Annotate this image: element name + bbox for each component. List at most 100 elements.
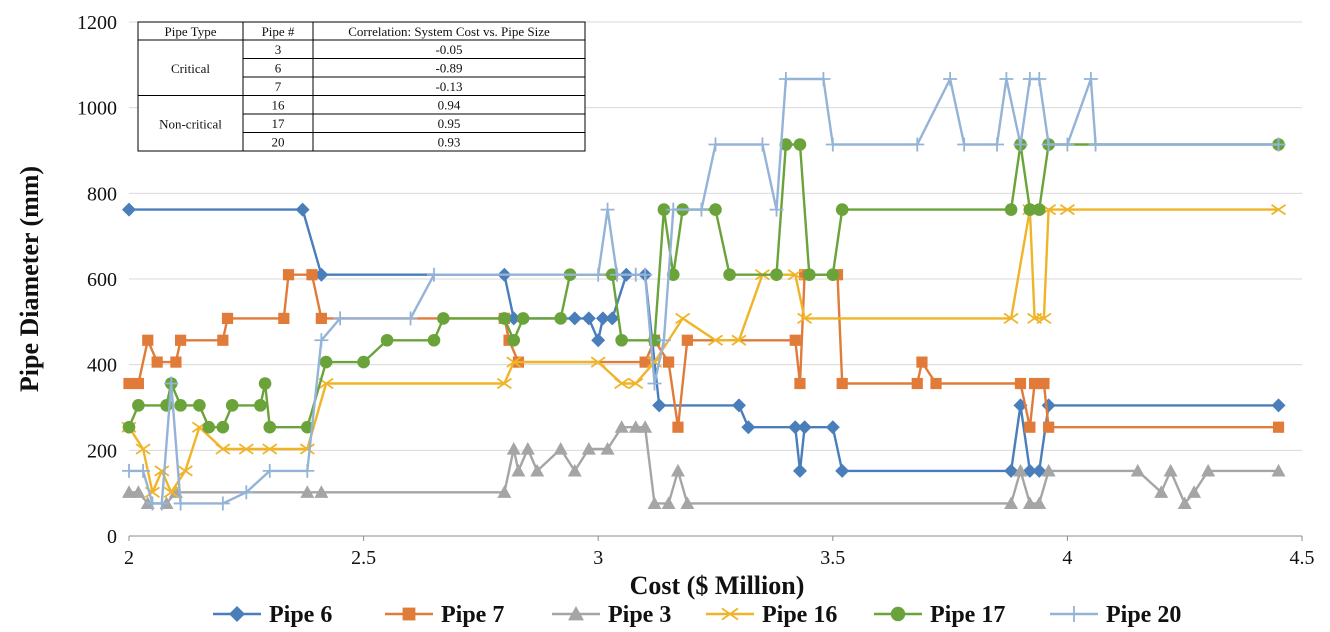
data-point-pipe-17: [1023, 203, 1037, 216]
legend-marker: [890, 606, 906, 622]
data-point-pipe-3: [1201, 463, 1216, 477]
legend-marker: [721, 607, 739, 621]
legend-label: Pipe 17: [930, 602, 1005, 628]
table-correlation: -0.89: [435, 61, 462, 76]
data-point-pipe-17: [380, 333, 394, 347]
data-point-pipe-16: [177, 465, 193, 477]
data-point-pipe-20: [1041, 137, 1056, 152]
data-point-pipe-17: [803, 268, 816, 282]
data-point-pipe-7: [315, 312, 327, 325]
data-point-pipe-7: [1014, 377, 1027, 390]
table-correlation: 0.93: [438, 135, 461, 150]
data-point-pipe-3: [1271, 463, 1286, 477]
data-point-pipe-3: [1130, 463, 1145, 477]
data-point-pipe-20: [1013, 137, 1028, 152]
data-point-pipe-3: [1163, 463, 1178, 477]
legend-marker: [1066, 606, 1082, 622]
legend-label: Pipe 20: [1106, 602, 1181, 628]
data-point-pipe-7: [1043, 421, 1055, 433]
y-tick-label: 1200: [77, 12, 117, 34]
data-point-pipe-17: [254, 399, 267, 412]
data-point-pipe-20: [1060, 137, 1075, 152]
data-point-pipe-20: [999, 71, 1014, 86]
data-point-pipe-6: [797, 420, 812, 435]
data-point-pipe-16: [707, 334, 724, 346]
data-point-pipe-3: [553, 442, 568, 455]
data-point-pipe-16: [590, 356, 606, 368]
data-point-pipe-16: [215, 443, 231, 455]
series-line-pipe-3: [129, 426, 1279, 505]
x-tick-label: 4: [1062, 547, 1072, 569]
data-point-pipe-7: [282, 269, 295, 281]
data-point-pipe-6: [1271, 398, 1286, 413]
data-point-pipe-3: [1004, 496, 1019, 510]
data-point-pipe-20: [609, 267, 624, 282]
series-pipe-20: [122, 71, 1286, 511]
x-axis-title: Cost ($ Million): [630, 571, 805, 600]
data-point-pipe-20: [666, 202, 681, 217]
data-point-pipe-17: [263, 420, 277, 434]
data-point-pipe-7: [1272, 421, 1285, 433]
data-point-pipe-17: [225, 399, 239, 412]
data-point-pipe-6: [295, 202, 310, 217]
data-point-pipe-6: [595, 311, 610, 326]
data-point-pipe-6: [1041, 398, 1056, 413]
data-point-pipe-3: [530, 463, 545, 477]
data-point-pipe-3: [647, 496, 662, 510]
data-point-pipe-20: [403, 311, 418, 326]
data-point-pipe-20: [426, 267, 441, 282]
data-point-pipe-16: [1003, 312, 1019, 325]
table-header: Pipe Type: [165, 24, 217, 39]
legend: Pipe 6 Pipe 7 Pipe 3 Pipe 16 Pipe 17 Pipe 20: [213, 602, 1181, 628]
x-tick-label: 2: [124, 547, 134, 569]
x-tick-label: 4.5: [1290, 547, 1315, 569]
data-point-pipe-7: [1038, 377, 1050, 390]
data-point-pipe-3: [314, 485, 329, 498]
table-correlation: 0.94: [438, 98, 461, 113]
table-header: Correlation: System Cost vs. Pipe Size: [348, 24, 550, 39]
data-point-pipe-20: [1271, 137, 1286, 152]
data-point-pipe-6: [314, 267, 329, 282]
data-point-pipe-17: [319, 355, 333, 369]
data-point-pipe-20: [591, 267, 606, 282]
data-point-pipe-20: [333, 311, 348, 326]
table-correlation: 0.95: [438, 116, 461, 131]
data-point-pipe-20: [990, 137, 1005, 152]
data-point-pipe-20: [300, 463, 315, 478]
series-line-pipe-20: [129, 77, 1279, 505]
y-tick-label: 1000: [77, 98, 117, 120]
data-point-pipe-3: [670, 463, 685, 477]
data-point-pipe-20: [778, 71, 793, 86]
data-point-pipe-7: [142, 334, 154, 346]
data-point-pipe-17: [300, 420, 314, 434]
table-pipe-number: 7: [275, 79, 282, 94]
data-point-pipe-17: [826, 268, 840, 282]
data-point-pipe-20: [122, 463, 136, 478]
data-point-pipe-17: [723, 268, 736, 282]
table-correlation: -0.13: [435, 79, 462, 94]
legend-label: Pipe 3: [608, 602, 671, 628]
data-point-pipe-17: [770, 268, 783, 282]
data-point-pipe-3: [680, 496, 695, 510]
data-point-pipe-17: [779, 138, 793, 151]
data-point-pipe-16: [238, 443, 254, 455]
data-point-pipe-7: [789, 334, 801, 346]
legend-label: Pipe 16: [762, 602, 837, 628]
data-point-pipe-6: [605, 311, 620, 326]
data-point-pipe-20: [816, 71, 831, 86]
data-point-pipe-6: [506, 311, 521, 326]
x-tick-label: 2.5: [351, 547, 376, 569]
series-pipe-16: [121, 203, 1287, 498]
data-point-pipe-3: [300, 485, 315, 498]
legend-label: Pipe 6: [269, 602, 332, 628]
table-pipe-number: 16: [272, 98, 286, 113]
data-point-pipe-17: [516, 312, 530, 325]
data-point-pipe-3: [628, 420, 643, 433]
data-point-pipe-3: [1032, 496, 1047, 510]
data-point-pipe-7: [1028, 377, 1041, 390]
data-point-pipe-17: [1004, 203, 1018, 216]
table-pipe-type: Critical: [171, 61, 210, 76]
data-point-pipe-20: [314, 333, 329, 348]
data-point-pipe-20: [239, 485, 254, 500]
correlation-table: Pipe Type Pipe # Correlation: System Cost …: [137, 21, 586, 152]
